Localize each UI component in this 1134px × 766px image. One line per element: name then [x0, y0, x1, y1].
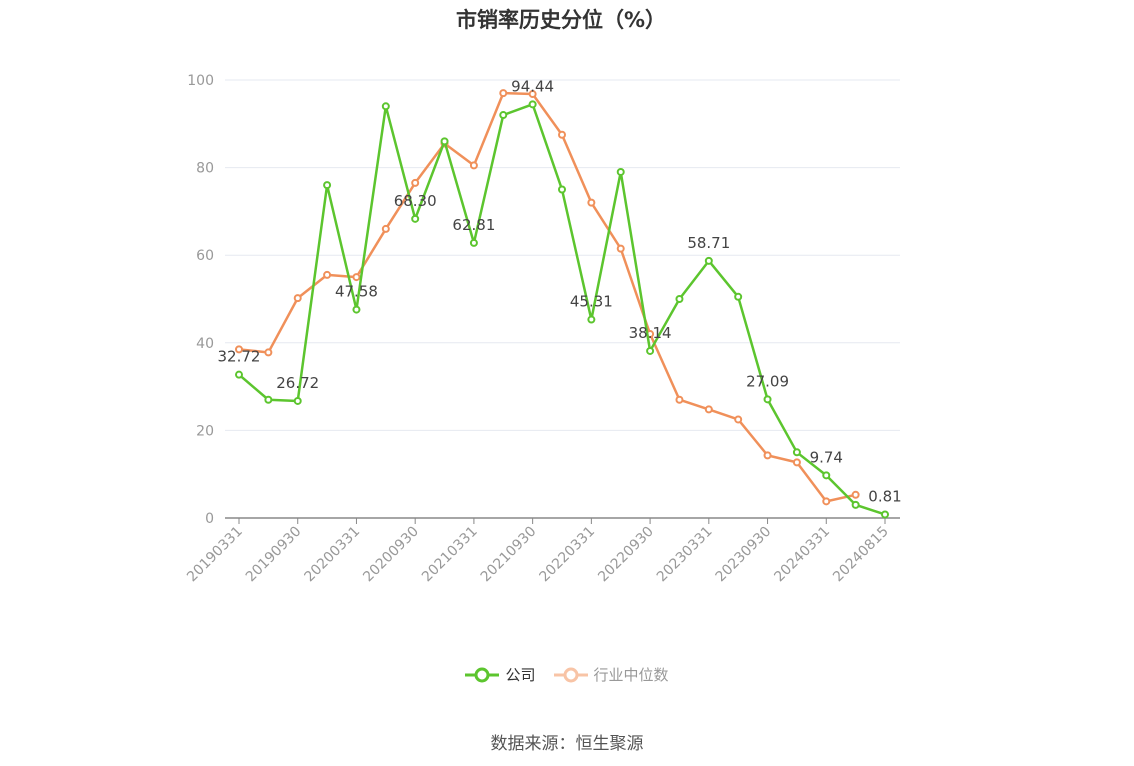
legend-item-industry[interactable]: 行业中位数	[553, 664, 669, 685]
legend: 公司 行业中位数	[0, 664, 1134, 685]
data-label: 26.72	[276, 374, 319, 392]
x-tick-label: 20210930	[478, 524, 540, 586]
data-point[interactable]	[528, 100, 537, 109]
y-axis: 0 20 40 60 80 100	[187, 73, 214, 527]
data-point[interactable]	[587, 198, 596, 207]
y-tick-label: 100	[187, 73, 214, 89]
data-point[interactable]	[851, 490, 860, 499]
data-point[interactable]	[616, 167, 625, 176]
data-label: 94.44	[511, 77, 554, 95]
grid-lines	[225, 79, 900, 431]
data-point[interactable]	[675, 295, 684, 303]
y-tick-label: 20	[196, 423, 214, 439]
data-label: 9.74	[810, 448, 843, 466]
data-point[interactable]	[646, 346, 655, 355]
x-tick-label: 20220331	[536, 524, 598, 586]
data-label: 62.81	[452, 216, 495, 234]
data-labels: 32.72 26.72 47.58 68.30 62.81 94.44 45.31 38.14…	[218, 77, 902, 505]
data-point[interactable]	[411, 178, 420, 187]
data-point[interactable]	[675, 395, 684, 404]
data-point[interactable]	[763, 395, 772, 404]
series-line	[238, 103, 886, 516]
data-point[interactable]	[558, 130, 566, 139]
data-point[interactable]	[881, 510, 889, 519]
x-tick-label: 20200331	[302, 524, 364, 586]
data-point[interactable]	[734, 415, 743, 424]
x-tick-label: 20240331	[771, 524, 833, 586]
data-point[interactable]	[763, 451, 772, 460]
series-line	[238, 91, 856, 503]
data-point[interactable]	[440, 137, 449, 146]
data-point[interactable]	[411, 214, 420, 223]
legend-item-company[interactable]: 公司	[465, 664, 536, 685]
y-tick-label: 80	[196, 161, 214, 177]
data-point[interactable]	[264, 395, 273, 404]
data-label: 32.72	[218, 348, 261, 366]
series-layer	[235, 89, 889, 519]
data-point[interactable]	[558, 185, 566, 194]
x-tick-label: 20190331	[184, 524, 246, 586]
data-point[interactable]	[381, 224, 390, 233]
data-label: 0.81	[868, 487, 901, 505]
data-point[interactable]	[352, 273, 361, 282]
data-label: 58.71	[687, 234, 730, 252]
data-point[interactable]	[616, 244, 625, 253]
data-label: 38.14	[629, 324, 672, 342]
data-source: 数据来源：恒生聚源	[490, 734, 644, 754]
data-point[interactable]	[792, 458, 801, 467]
data-point[interactable]	[704, 256, 713, 265]
chart-title: 市销率历史分位（%）	[455, 8, 667, 32]
data-point[interactable]	[352, 305, 361, 314]
data-label: 47.58	[335, 283, 378, 301]
data-label: 45.31	[570, 293, 613, 311]
data-point[interactable]	[792, 448, 801, 457]
data-point[interactable]	[293, 396, 302, 405]
y-tick-label: 0	[205, 511, 214, 527]
x-tick-label: 20210331	[419, 524, 481, 586]
data-point[interactable]	[235, 345, 243, 354]
legend-label-industry: 行业中位数	[593, 666, 669, 684]
legend-company-icon	[465, 667, 500, 682]
y-tick-label: 60	[196, 248, 214, 264]
data-point[interactable]	[235, 370, 243, 379]
data-label: 27.09	[746, 372, 789, 390]
data-point[interactable]	[822, 471, 831, 480]
legend-label-company: 公司	[505, 666, 536, 684]
data-point[interactable]	[587, 315, 596, 324]
x-tick-label: 20230331	[654, 524, 716, 586]
data-point[interactable]	[499, 111, 508, 120]
x-tick-label: 20200930	[360, 524, 422, 586]
data-point[interactable]	[381, 102, 390, 111]
x-tick-label: 20190930	[243, 524, 305, 586]
data-point[interactable]	[323, 181, 332, 190]
data-point[interactable]	[528, 90, 537, 99]
data-point[interactable]	[822, 497, 831, 506]
x-tick-label: 20220930	[595, 524, 657, 586]
data-point[interactable]	[851, 500, 860, 509]
x-tick-label: 20230930	[713, 524, 775, 586]
data-point[interactable]	[734, 292, 743, 301]
data-label: 68.30	[394, 192, 437, 210]
x-axis: 2019033120190930202003312020093020210331…	[184, 517, 900, 586]
data-point[interactable]	[499, 89, 508, 98]
x-tick-label: 20240815	[830, 524, 892, 586]
data-point[interactable]	[293, 294, 302, 303]
data-point[interactable]	[469, 238, 478, 247]
data-point[interactable]	[704, 405, 713, 414]
y-tick-label: 40	[196, 336, 214, 352]
data-point[interactable]	[264, 348, 273, 357]
data-point[interactable]	[323, 270, 332, 279]
data-point[interactable]	[469, 161, 478, 170]
legend-industry-icon	[553, 667, 588, 682]
